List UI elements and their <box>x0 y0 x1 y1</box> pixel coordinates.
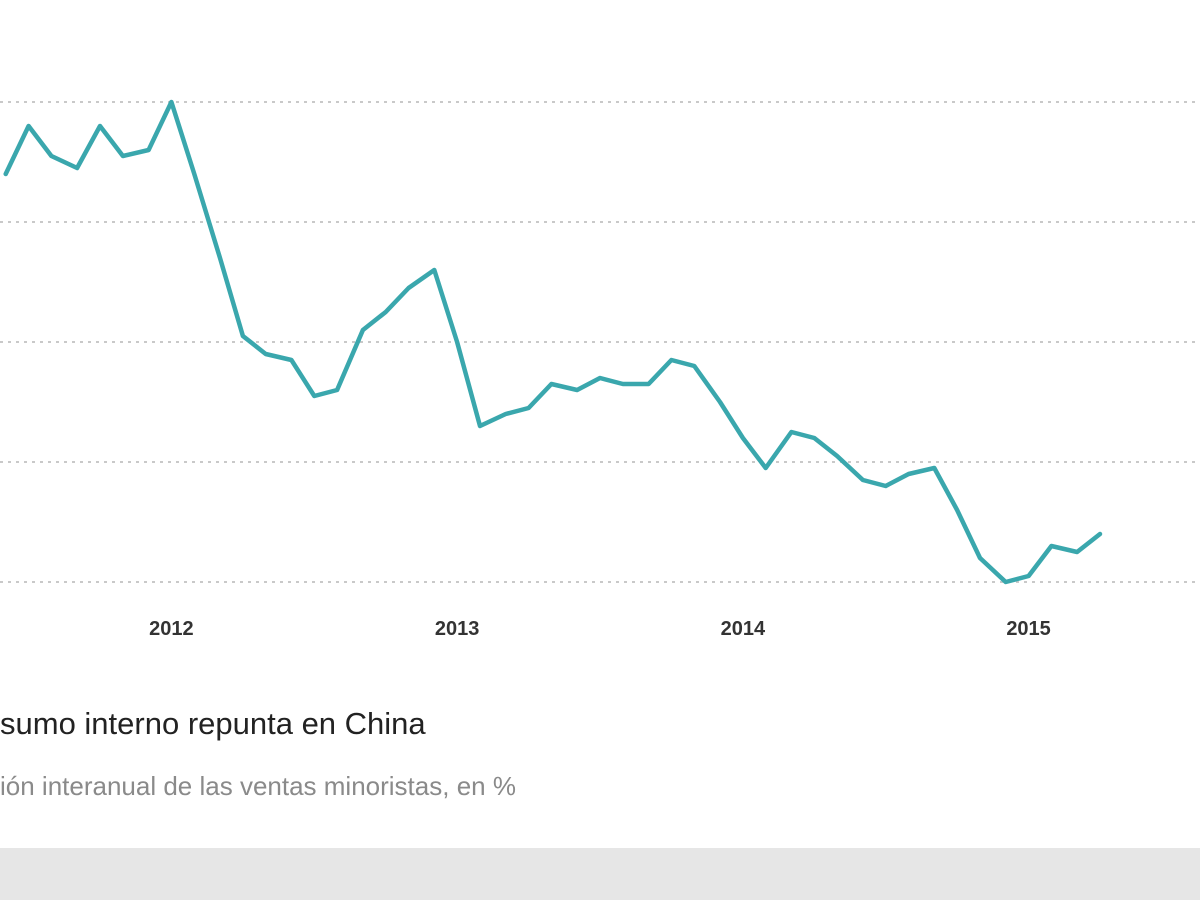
series-line-0 <box>3 99 1103 585</box>
gridlines <box>0 101 1200 583</box>
x-tick-label: 2015 <box>1006 618 1051 640</box>
x-tick-label: 2014 <box>721 618 766 640</box>
chart-title: sumo interno repunta en China <box>0 706 426 741</box>
line-chart: 2012 2013 2014 2015 <box>0 99 1200 640</box>
x-axis-ticks: 2012 2013 2014 2015 <box>149 618 1051 640</box>
x-tick-label: 2013 <box>435 618 480 640</box>
footer-bar <box>0 848 1200 900</box>
chart-subtitle: ión interanual de las ventas minoristas,… <box>0 771 516 801</box>
series-group <box>3 99 1103 585</box>
x-tick-label: 2012 <box>149 618 194 640</box>
